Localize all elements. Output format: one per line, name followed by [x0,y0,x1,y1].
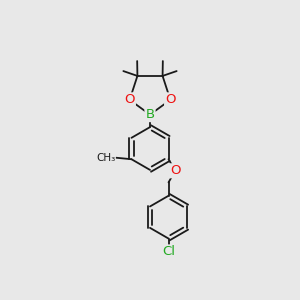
Text: Cl: Cl [162,245,175,258]
Text: O: O [165,93,175,106]
Text: B: B [146,108,154,121]
Text: O: O [170,164,181,177]
Text: O: O [124,93,135,106]
Text: CH₃: CH₃ [96,153,116,163]
